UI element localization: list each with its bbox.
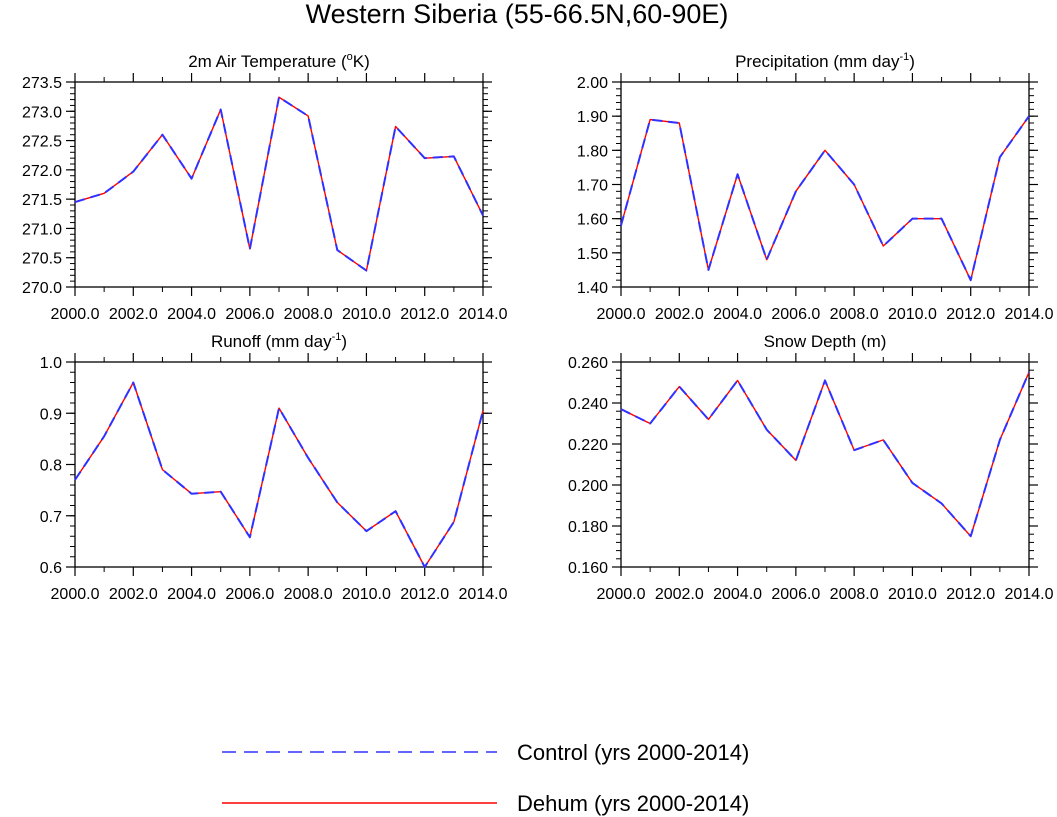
panel-air-temperature: 2m Air Temperature (oK) 270.0 270.5 271.0 27… <box>22 51 508 323</box>
y-tick-label: 0.7 <box>40 509 62 526</box>
y-tick-label: 1.80 <box>577 143 608 160</box>
series-control-line-runoff <box>74 381 484 568</box>
y-tick-label: 271.5 <box>22 192 62 209</box>
plot-frame <box>620 361 1030 568</box>
y-tick-label: 0.220 <box>568 437 608 454</box>
x-tick-label: 2004.0 <box>713 586 762 603</box>
x-tick-label: 2010.0 <box>888 306 937 323</box>
panel-title: Precipitation (mm day-1) <box>735 51 915 71</box>
series-dehum-line-precipitation <box>620 115 1030 281</box>
plot-frame <box>620 81 1030 288</box>
x-tick-label: 2010.0 <box>888 586 937 603</box>
y-tick-label: 273.5 <box>22 75 62 92</box>
x-tick-label: 2000.0 <box>51 586 100 603</box>
y-tick-label: 0.8 <box>40 458 62 475</box>
x-tick-label: 2006.0 <box>771 586 820 603</box>
x-tick-label: 2000.0 <box>597 586 646 603</box>
x-tick-label: 2008.0 <box>830 306 879 323</box>
y-tick-label: 0.260 <box>568 355 608 372</box>
x-tick-label: 2000.0 <box>51 306 100 323</box>
panel-title: Runoff (mm day-1) <box>211 331 347 351</box>
x-tick-label: 2002.0 <box>655 586 704 603</box>
x-tick-label: 2004.0 <box>713 306 762 323</box>
x-tick-label: 2002.0 <box>655 306 704 323</box>
panel-precipitation: Precipitation (mm day-1) 1.40 1.50 1.60 1.70… <box>577 51 1054 323</box>
y-tick-label: 270.0 <box>22 280 62 297</box>
series-dehum-line-snow-depth <box>620 371 1030 537</box>
y-tick-label: 0.180 <box>568 519 608 536</box>
y-tick-label: 0.6 <box>40 560 62 577</box>
y-tick-label: 271.0 <box>22 221 62 238</box>
y-tick-label: 1.60 <box>577 212 608 229</box>
legend-dehum-label: Dehum (yrs 2000-2014) <box>517 791 749 816</box>
panel-snow-depth: Snow Depth (m) 0.160 0.180 0.200 0.220 0.240 0… <box>568 332 1054 603</box>
y-tick-label: 273.0 <box>22 104 62 121</box>
x-tick-label: 2010.0 <box>342 586 391 603</box>
x-tick-label: 2010.0 <box>342 306 391 323</box>
x-tick-label: 2008.0 <box>830 586 879 603</box>
x-tick-label: 2000.0 <box>597 306 646 323</box>
series-control-line-snow-depth <box>620 371 1030 538</box>
figure-title: Western Siberia (55-66.5N,60-90E) <box>306 0 729 29</box>
x-tick-label: 2012.0 <box>946 306 995 323</box>
series-dehum-line-air-temperature <box>74 96 484 272</box>
x-tick-label: 2008.0 <box>284 586 333 603</box>
x-tick-label: 2002.0 <box>109 306 158 323</box>
y-tick-label: 0.160 <box>568 560 608 577</box>
panel-title: Snow Depth (m) <box>764 332 887 351</box>
y-tick-label: 272.0 <box>22 163 62 180</box>
panel-title: 2m Air Temperature (oK) <box>188 51 370 71</box>
x-tick-label: 2014.0 <box>459 306 508 323</box>
x-tick-label: 2006.0 <box>771 306 820 323</box>
x-tick-label: 2014.0 <box>459 586 508 603</box>
series-control-line-air-temperature <box>74 96 484 272</box>
x-tick-label: 2014.0 <box>1005 586 1054 603</box>
y-tick-label: 1.70 <box>577 178 608 195</box>
y-tick-label: 270.5 <box>22 251 62 268</box>
y-tick-label: 1.50 <box>577 246 608 263</box>
y-tick-label: 0.9 <box>40 406 62 423</box>
x-tick-label: 2014.0 <box>1005 306 1054 323</box>
x-tick-label: 2008.0 <box>284 306 333 323</box>
x-tick-label: 2012.0 <box>400 306 449 323</box>
x-tick-label: 2012.0 <box>946 586 995 603</box>
y-tick-label: 0.240 <box>568 396 608 413</box>
x-tick-label: 2002.0 <box>109 586 158 603</box>
plot-frame <box>74 81 484 288</box>
panel-runoff: Runoff (mm day-1) 0.6 0.7 0.8 0.9 1.0 2000.0 20… <box>40 331 508 603</box>
x-tick-label: 2006.0 <box>225 586 274 603</box>
y-tick-label: 1.40 <box>577 280 608 297</box>
x-tick-label: 2012.0 <box>400 586 449 603</box>
x-tick-label: 2006.0 <box>225 306 274 323</box>
legend-control-label: Control (yrs 2000-2014) <box>517 740 749 765</box>
y-tick-label: 0.200 <box>568 478 608 495</box>
y-tick-label: 2.00 <box>577 75 608 92</box>
y-tick-label: 1.0 <box>40 355 62 372</box>
y-tick-label: 1.90 <box>577 109 608 126</box>
x-tick-label: 2004.0 <box>167 586 216 603</box>
legend: Control (yrs 2000-2014) Dehum (yrs 2000-… <box>222 740 749 816</box>
y-tick-label: 272.5 <box>22 134 62 151</box>
x-tick-label: 2004.0 <box>167 306 216 323</box>
